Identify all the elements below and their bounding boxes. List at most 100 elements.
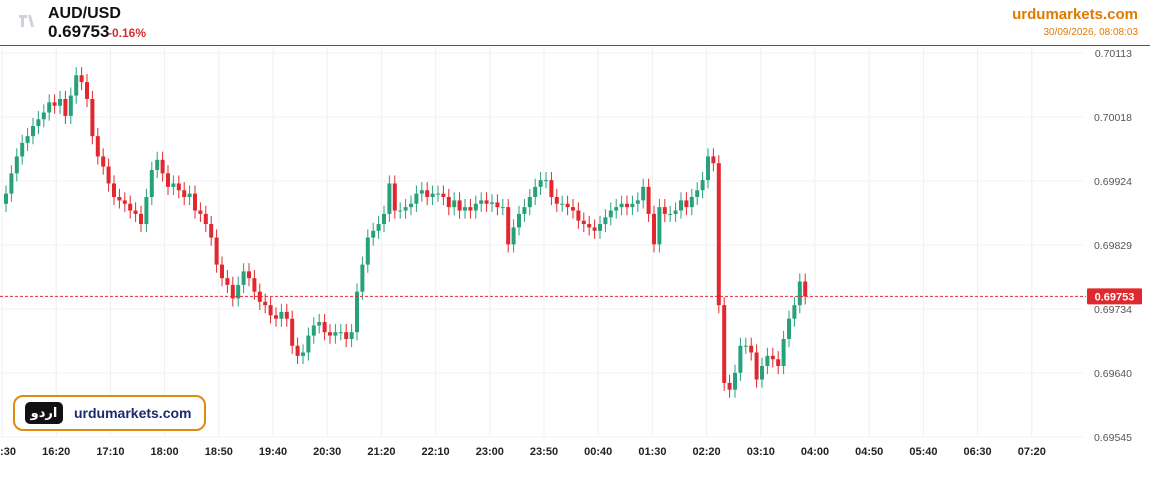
brand-name[interactable]: urdumarkets.com: [1012, 6, 1138, 23]
candle-body: [716, 163, 721, 306]
candle-body: [706, 156, 710, 181]
candle-body: [382, 213, 386, 225]
time-tick-label: :30: [0, 446, 16, 458]
time-tick-label: 02:20: [693, 446, 721, 458]
candle-body: [52, 102, 57, 106]
candle-body: [203, 213, 208, 225]
candle-body: [733, 372, 737, 390]
price-tag-label: 0.69753: [1095, 291, 1135, 303]
candle-body: [14, 156, 19, 174]
time-tick-label: 20:30: [313, 446, 341, 458]
candle-body: [457, 200, 462, 211]
candle-body: [247, 271, 251, 279]
candle-body: [581, 220, 586, 225]
candle-body: [571, 207, 575, 211]
time-tick-label: 16:20: [42, 446, 70, 458]
candle-body: [463, 207, 467, 211]
candle-body: [452, 200, 457, 208]
candle-body: [139, 213, 143, 225]
candle-body: [668, 213, 673, 215]
candle-body: [182, 190, 187, 197]
candle-body: [436, 193, 440, 195]
badge-label: urdumarkets.com: [74, 405, 192, 421]
time-tick-label: 00:40: [584, 446, 612, 458]
candle-body: [484, 200, 489, 204]
candle-body: [322, 322, 327, 333]
candle-body: [90, 98, 95, 137]
candle-body: [554, 197, 559, 204]
time-tick-label: 19:40: [259, 446, 287, 458]
candle-body: [171, 183, 176, 187]
price-tick-label: 0.69924: [1094, 176, 1132, 188]
candle-body: [25, 136, 30, 143]
candle-body: [781, 338, 786, 367]
candle-body: [646, 186, 651, 214]
candle-body: [414, 193, 419, 204]
candle-body: [20, 142, 25, 157]
candle-body: [85, 82, 89, 99]
candle-body: [441, 193, 446, 197]
candle-body: [619, 203, 624, 208]
candle-body: [166, 173, 170, 187]
candle-body: [603, 217, 608, 225]
candle-body: [657, 207, 662, 245]
current-price-line: 0.69753: [0, 288, 1142, 305]
price-tag: [1087, 288, 1142, 305]
candle-body: [252, 278, 257, 292]
candle-body: [765, 355, 770, 367]
candle-body: [689, 197, 694, 208]
candle-body: [727, 382, 732, 390]
price-change: -0.16%: [108, 26, 147, 40]
candle-body: [209, 224, 214, 238]
candle-body: [236, 284, 241, 299]
candle-body: [700, 180, 705, 191]
time-tick-label: 05:40: [909, 446, 937, 458]
candle-body: [430, 193, 435, 197]
candle-body: [506, 207, 511, 245]
candle-body: [360, 264, 365, 292]
candle-body: [598, 224, 602, 231]
candle-body: [695, 190, 700, 197]
candle-body: [257, 291, 262, 302]
candle-body: [625, 203, 629, 208]
candle-body: [792, 305, 797, 319]
candle-body: [538, 180, 543, 187]
time-tick-label: 07:20: [1018, 446, 1046, 458]
price-axis[interactable]: 0.70113 0.70018 0.69924 0.69829 0.69734 0.696…: [1094, 48, 1132, 444]
time-tick-label: 04:50: [855, 446, 883, 458]
candle-body: [803, 281, 808, 297]
candle-body: [263, 301, 268, 306]
time-tick-label: 23:50: [530, 446, 558, 458]
candle-body: [333, 332, 338, 336]
candle-body: [301, 352, 305, 356]
candle-body: [738, 345, 743, 373]
candle-body: [419, 190, 424, 194]
candle-body: [128, 203, 133, 211]
time-tick-label: 18:00: [151, 446, 179, 458]
candle-body: [495, 202, 500, 208]
candle-body: [770, 355, 775, 360]
brand-badge[interactable]: اردو urdumarkets.com: [13, 395, 206, 431]
candle-body: [338, 332, 343, 334]
candle-body: [4, 193, 8, 204]
candle-body: [403, 207, 408, 211]
time-tick-label: 01:30: [638, 446, 666, 458]
candle-body: [565, 203, 570, 208]
candle-body: [176, 183, 181, 191]
candle-body: [533, 186, 538, 197]
time-axis[interactable]: :30 16:20 17:10 18:00 18:50 19:40 20:30 21:20 22…: [0, 446, 1046, 458]
candle-body: [311, 325, 316, 336]
candle-body: [144, 197, 149, 225]
candle-body: [63, 98, 68, 116]
time-tick-label: 03:10: [747, 446, 775, 458]
price-tick-label: 0.70018: [1094, 112, 1132, 124]
candle-body: [560, 203, 565, 205]
candle-body: [684, 200, 689, 208]
candle-body: [522, 207, 527, 214]
candle-body: [112, 183, 116, 197]
candle-body: [214, 237, 219, 265]
candle-body: [754, 352, 759, 380]
candle-body: [576, 210, 581, 221]
candle-body: [592, 227, 597, 231]
